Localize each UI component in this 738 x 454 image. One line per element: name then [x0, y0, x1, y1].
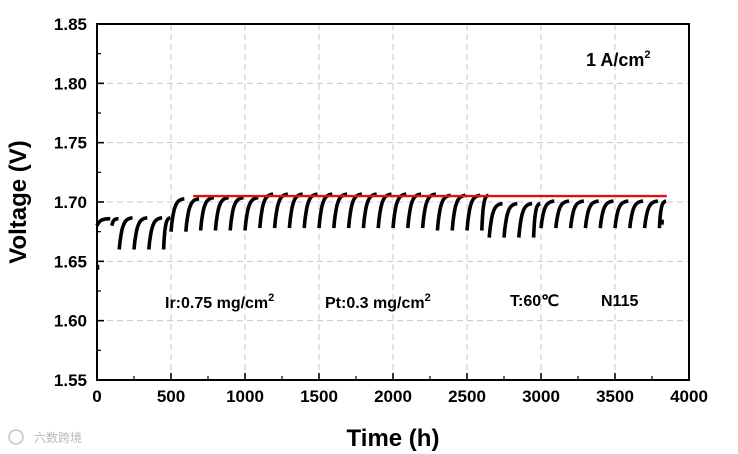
voltage-cycle-trace	[198, 195, 215, 231]
voltage-cycle-trace	[554, 199, 571, 229]
watermark: 六数跨境	[8, 429, 82, 445]
grid-lines	[97, 24, 689, 380]
voltage-cycle-trace	[258, 192, 275, 229]
series-layer	[95, 192, 668, 270]
pt-loading-sup: 2	[425, 292, 431, 304]
voltage-cycle-trace	[213, 195, 230, 231]
voltage-cycle-trace	[583, 199, 600, 229]
voltage-cycle-trace	[376, 192, 393, 229]
voltage-cycle-trace	[613, 199, 630, 229]
voltage-cycle-trace	[228, 195, 245, 231]
x-tick-label: 500	[157, 387, 185, 406]
voltage-cycle-trace	[517, 201, 534, 238]
x-tick-label: 2500	[448, 387, 486, 406]
voltage-cycle-trace	[287, 192, 304, 229]
x-tick-label: 3000	[522, 387, 560, 406]
voltage-cycle-trace	[568, 199, 585, 229]
tick-labels: 0 500 1000 1500 2000 2500 3000 3500 4000 1.55 1.60…	[54, 15, 708, 406]
voltage-cycle-trace	[110, 216, 120, 227]
y-tick-label: 1.75	[54, 134, 87, 153]
voltage-cycle-trace	[161, 216, 172, 250]
voltage-cycle-trace	[243, 195, 260, 231]
current-density-sup: 2	[644, 49, 650, 61]
temperature-label: T:60℃	[510, 293, 559, 310]
voltage-cycle-trace	[169, 197, 186, 232]
voltage-cycle-trace	[598, 199, 615, 229]
voltage-cycle-trace	[657, 199, 668, 229]
y-tick-label: 1.70	[54, 193, 87, 212]
voltage-cycle-trace	[420, 192, 437, 229]
x-axis-title: Time (h)	[347, 425, 440, 452]
voltage-cycle-trace	[332, 192, 349, 229]
pt-loading-label: Pt:0.3 mg/cm2	[325, 292, 431, 312]
x-tick-label: 1000	[226, 387, 264, 406]
voltage-cycle-trace	[406, 192, 423, 229]
x-tick-label: 0	[92, 387, 101, 406]
watermark-logo-icon	[8, 429, 24, 445]
current-density-label: 1 A/cm2	[586, 49, 650, 70]
voltage-cycle-trace	[95, 216, 112, 227]
y-tick-label: 1.65	[54, 252, 87, 271]
voltage-cycle-trace	[642, 199, 659, 229]
ir-loading-label: Ir:0.75 mg/cm2	[165, 292, 274, 312]
voltage-cycle-trace	[531, 201, 542, 238]
x-tick-label: 2000	[374, 387, 412, 406]
ir-loading-sup: 2	[268, 292, 274, 304]
voltage-cycle-trace	[539, 199, 556, 229]
y-tick-label: 1.80	[54, 74, 87, 93]
x-tick-label: 3500	[596, 387, 634, 406]
x-tick-label: 4000	[670, 387, 708, 406]
voltage-cycle-trace	[117, 216, 134, 250]
voltage-cycle-trace	[628, 199, 645, 229]
y-tick-label: 1.55	[54, 371, 87, 390]
voltage-cycle-trace	[132, 216, 149, 250]
voltage-cycle-trace	[302, 192, 319, 229]
voltage-cycle-trace	[147, 216, 164, 250]
voltage-cycle-trace	[487, 201, 504, 238]
voltage-cycle-trace	[391, 192, 408, 229]
watermark-text: 六数跨境	[34, 430, 82, 445]
voltage-cycle-trace	[361, 192, 378, 229]
membrane-label: N115	[601, 293, 638, 310]
y-tick-label: 1.85	[54, 15, 87, 34]
voltage-outlier-point	[660, 219, 664, 225]
voltage-cycle-trace	[272, 192, 289, 229]
voltage-cycle-trace	[346, 192, 363, 229]
y-axis-title: Voltage (V)	[5, 140, 32, 264]
axis-ticks	[96, 23, 690, 381]
y-tick-label: 1.60	[54, 312, 87, 331]
current-density-text: 1 A/cm	[586, 50, 644, 70]
voltage-cycle-trace	[317, 192, 334, 229]
pt-loading-text: Pt:0.3 mg/cm	[325, 295, 425, 312]
voltage-cycle-trace	[502, 201, 519, 238]
voltage-cycle-trace	[184, 197, 201, 232]
ir-loading-text: Ir:0.75 mg/cm	[165, 295, 268, 312]
x-tick-label: 1500	[300, 387, 338, 406]
